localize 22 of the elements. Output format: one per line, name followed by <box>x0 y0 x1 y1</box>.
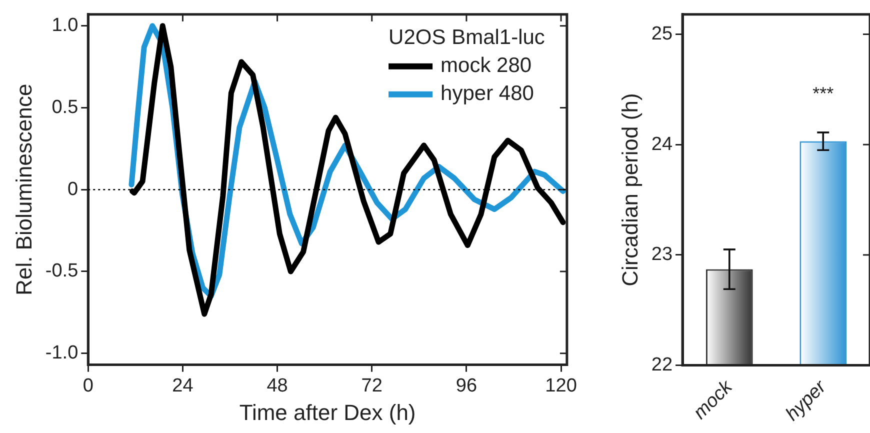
legend-title: U2OS Bmal1-luc <box>388 26 545 50</box>
y-tick-label: 1.0 <box>52 15 78 36</box>
x-tick-label: 72 <box>361 375 382 396</box>
y-tick-label: 25 <box>651 23 673 44</box>
x-tick-label: 48 <box>266 375 288 396</box>
x-axis-title: Time after Dex (h) <box>239 400 416 425</box>
y-tick-label: 0 <box>68 178 78 200</box>
x-tick-label: 96 <box>456 375 478 396</box>
y-tick-label: -1.0 <box>45 342 78 364</box>
y-axis-title: Rel. Bioluminescence <box>11 84 36 296</box>
x-tick-label: 0 <box>82 375 94 396</box>
legend-label: hyper 480 <box>440 82 534 106</box>
y-tick-label: 24 <box>651 134 673 155</box>
x-tick-label: 120 <box>545 375 577 396</box>
y-tick-label: 22 <box>651 354 673 376</box>
y-tick-label: -0.5 <box>45 260 78 282</box>
x-tick-label: 24 <box>172 375 194 396</box>
annotation: *** <box>812 83 834 104</box>
y-axis-title: Circadian period (h) <box>617 93 642 286</box>
y-tick-label: 0.5 <box>52 96 78 118</box>
legend-label: mock 280 <box>440 54 532 78</box>
y-tick-label: 23 <box>651 244 673 266</box>
